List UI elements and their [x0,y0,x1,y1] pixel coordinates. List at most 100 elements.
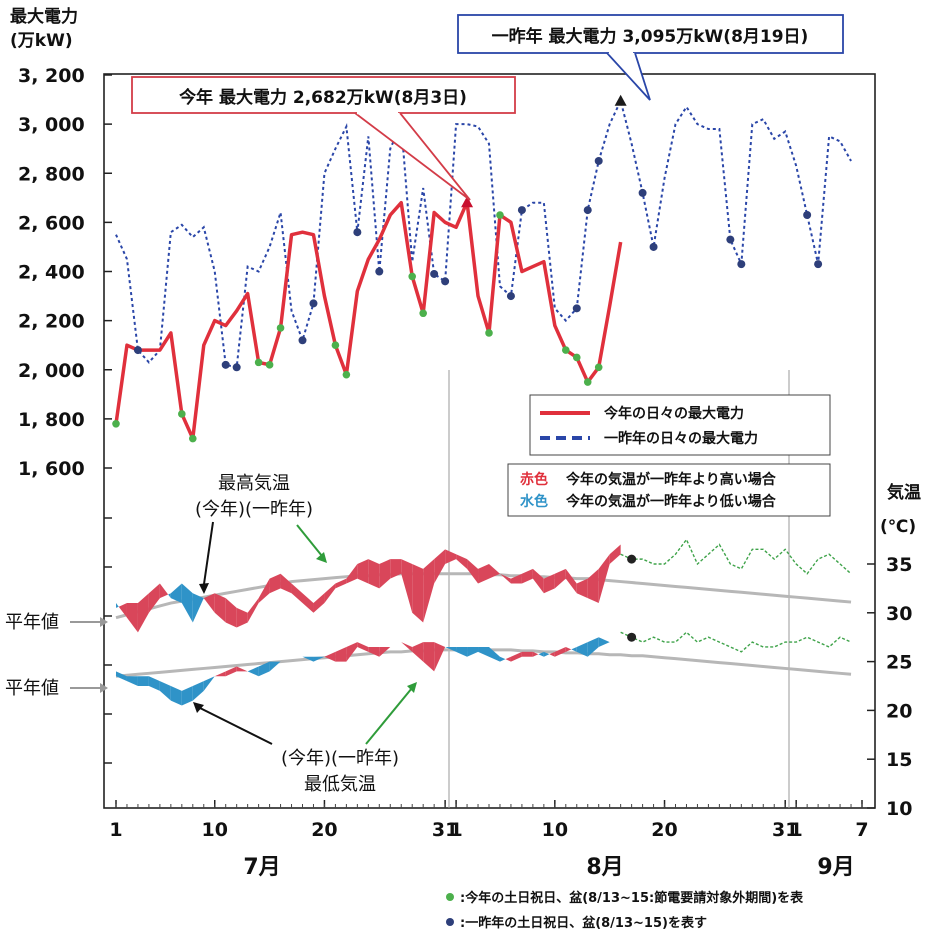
max-temp-warmer-band [313,593,325,613]
y-tick-label-left: 3, 000 [18,114,85,136]
normal-pointer-max-head [100,617,108,627]
weekend-point-two-years-ago [430,269,439,278]
min-temp-warmer-band [214,671,226,677]
max-temp-warmer-band [489,564,500,579]
annotation-peak-two-years-ago-text: 一昨年 最大電力 3,095万kW(8月19日) [492,26,809,47]
min-temp-warmer-band [565,646,572,652]
weekend-point-this-year [496,211,504,219]
max-temp-cooler-band [181,583,193,623]
max-temp-warmer-band [118,603,127,618]
y-tick-label-right: 35 [886,554,912,576]
arrowhead-min-two-years-ago [407,682,417,693]
max-temp-warmer-band [346,564,358,584]
max-temp-warmer-band [225,598,237,628]
max-temp-warmer-band [412,564,424,623]
max-temp-warmer-band [324,583,336,604]
y-tick-label-right: 20 [886,700,912,722]
x-tick-label: 31 [432,819,458,841]
min-temp-cooler-band [192,681,204,701]
weekend-point-two-years-ago [232,363,241,372]
max-temp-end-marker [627,554,637,564]
min-temp-cooler-band [576,642,588,657]
peak-marker-this-year [461,196,474,208]
weekend-point-two-years-ago [506,292,515,301]
min-temp-cooler-band [159,681,171,701]
y-tick-label-right: 30 [886,603,912,625]
min-temp-warmer-band [335,646,347,662]
min-temp-cooler-band [571,646,577,652]
annotation-peak-two-years-ago: 一昨年 最大電力 3,095万kW(8月19日) [457,14,844,101]
max-temp-warmer-band [159,583,169,599]
y-tick-label-right: 25 [886,652,912,674]
min-temp-warmer-band [357,642,369,652]
max-temp-warmer-band [258,578,270,604]
min-temp-end-marker [627,632,637,642]
weekend-point-two-years-ago [221,360,230,369]
weekend-point-two-years-ago [594,156,603,165]
weekend-point-this-year [419,309,427,318]
x-tick-label: 1 [449,819,462,841]
max-temp-warmer-band [445,549,457,564]
weekend-point-this-year [485,329,493,337]
footnote-navy-text: :一昨年の土日祝日、盆(8/13~15)を表す [460,915,707,931]
min-temp-sublabel: (今年)(一昨年) [281,748,399,769]
weekend-point-two-years-ago [572,304,581,313]
max-temp-warmer-band [587,568,599,604]
weekend-point-two-years-ago [309,299,318,308]
max-temp-warmer-band [280,573,292,594]
peak-marker-two-years-ago [614,94,627,106]
max-temp-warmer-band [302,593,314,613]
max-temp-warmer-band [467,559,479,584]
min-temp-cooler-band [137,676,149,686]
max-temp-cooler-band [170,583,182,604]
arrow-min-two-years-ago [365,687,413,745]
y-tick-label-left: 2, 000 [18,360,85,382]
arrowhead-max-two-years-ago [316,552,327,563]
max-temp-warmer-band [609,544,621,564]
weekend-point-this-year [331,341,340,349]
min-temp-cooler-band [116,671,127,682]
y-tick-label-left: 2, 200 [18,311,85,333]
legend-red-text: 今年の気温が一昨年より高い場合 [565,471,777,488]
min-temp-warmer-band [401,642,413,652]
weekend-point-this-year [112,419,120,428]
max-temp-warmer-band [434,549,446,584]
weekend-point-two-years-ago [726,235,735,244]
arrowhead-max-this-year [199,583,209,594]
min-temp-warmer-band [609,632,621,643]
legend-blue-word: 水色 [520,493,548,510]
weekend-point-this-year [276,324,285,332]
max-temp-warmer-band [148,583,160,613]
y-axis-unit-right: (℃) [880,517,916,537]
footnote-green-dot [446,893,454,901]
x-tick-label: 1 [109,819,122,841]
max-temp-warmer-band [236,607,248,628]
x-tick-label: 10 [202,819,228,841]
weekend-point-this-year [265,361,274,369]
min-temp-warmer-band [549,651,555,657]
min-temp-cooler-band [538,651,544,657]
max-temp-warmer-band [390,559,402,579]
min-temp-warmer-band [236,666,248,672]
max-temp-warmer-band [554,568,566,589]
y-tick-label-left: 1, 800 [18,409,85,431]
max-temp-warmer-band [291,583,303,604]
min-temp-cooler-band [247,666,259,677]
x-tick-label: 1 [790,819,803,841]
min-temp-warmer-band [324,651,336,662]
min-temp-cooler-band [587,637,599,657]
series-line-two-years-ago [115,97,852,369]
max-temp-warmer-band [335,578,347,589]
arrow-max-this-year [203,521,214,585]
min-temp-warmer-band [423,642,435,672]
weekend-point-two-years-ago [583,206,592,215]
max-temp-cooler-band [168,593,171,599]
y-tick-label-right: 15 [886,749,912,771]
weekend-point-this-year [188,434,197,443]
month-label-sep: 9月 [817,855,854,880]
y-tick-label-left: 1, 600 [18,458,85,480]
max-temp-warmer-band [532,568,544,594]
min-temp-cooler-band [126,676,138,686]
min-temp-warmer-band [505,656,511,662]
y-tick-label-left: 2, 600 [18,212,85,234]
